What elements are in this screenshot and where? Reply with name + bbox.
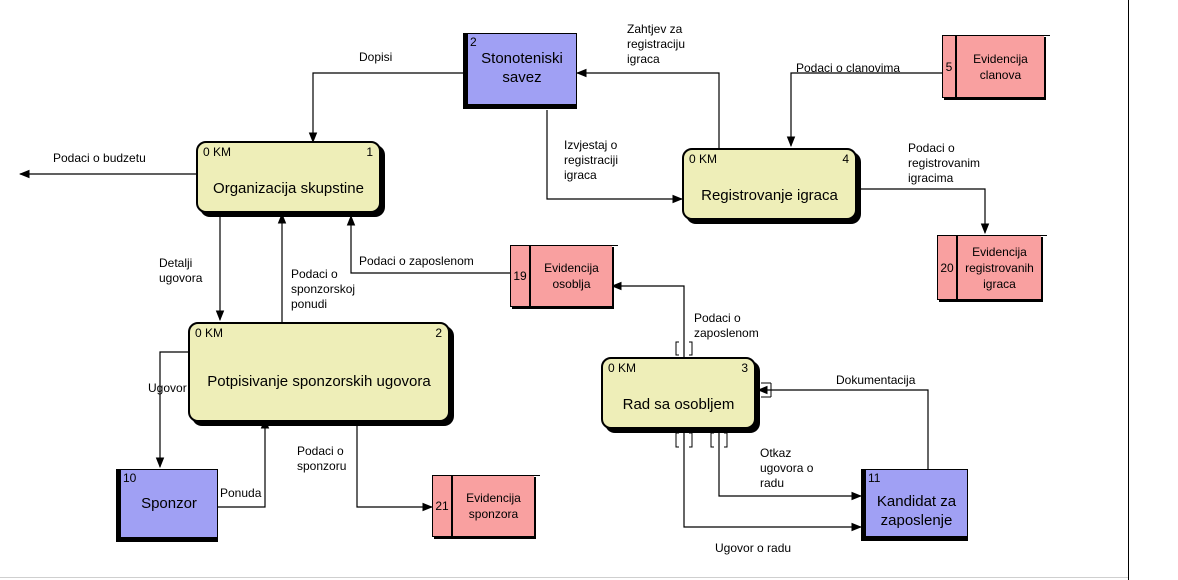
store-number: 5 [943,36,957,97]
process-name: Registrovanje igraca [701,187,838,204]
process-number: 2 [435,326,442,340]
process-name: Organizacija skupstine [213,180,364,197]
entity-number: 2 [470,35,477,49]
entity-kandidat-za-zaposlenje[interactable]: 11 Kandidat za zaposlenje [861,469,968,541]
process-id: 0 KM [203,145,232,159]
process-number: 1 [366,145,373,159]
flow-label-izvjestaj: Izvjestaj o registraciji igraca [564,138,619,182]
flow-line-clanovi[interactable] [786,72,944,148]
process-number: 4 [842,152,849,166]
process-organizacija-skupstine[interactable]: 0 KM 1 Organizacija skupstine [196,141,381,213]
store-number: 20 [938,236,958,299]
process-id: 0 KM [608,361,637,375]
process-number: 3 [741,361,748,375]
flow-line-izvjestaj[interactable] [546,110,684,204]
store-evidencija-registrovanih-igraca[interactable]: 20 Evidencija registrovanih igraca [937,235,1047,300]
store-evidencija-clanova[interactable]: 5 Evidencija clanova [942,35,1050,98]
flow-label-registrovani: Podaci o registrovanim igracima [908,141,981,185]
entity-name-line: Sponzor [141,495,197,512]
store-number: 19 [511,246,531,306]
process-potpisivanje-sponzorskih-ugovora[interactable]: 0 KM 2 Potpisivanje sponzorskih ugovora [188,322,450,422]
page-right-border [1128,0,1129,580]
process-name: Rad sa osobljem [622,396,735,413]
store-evidencija-osoblja[interactable]: 19 Evidencija osoblja [510,245,618,307]
store-name-line: registrovanih [965,260,1034,275]
flow-label-zaposlenom1: Podaci o zaposlenom [359,254,474,268]
store-name-line: sponzora [468,507,519,521]
flow-label-ponudi: Podaci o sponzorskoj ponudi [291,267,356,311]
flow-line-otkaz[interactable] [718,431,863,501]
flow-label-zaposlenom2: Podaci o zaposlenom [694,311,759,340]
store-name-line: clanova [979,67,1022,82]
entity-name-line: savez [502,69,542,86]
process-registrovanje-igraca[interactable]: 0 KM 4 Registrovanje igraca [682,148,857,220]
flow-label-ponuda: Ponuda [220,486,262,500]
flow-label-budzet: Podaci o budzetu [53,151,146,165]
flow-line-dopisi[interactable] [308,72,466,144]
flow-label-clanovi: Podaci o clanovima [796,61,901,75]
flow-label-sponzoru: Podaci o sponzoru [297,444,347,473]
entity-name-line: Kandidat za [876,493,957,510]
store-name-line: igraca [983,276,1016,291]
flow-label-ugovorradu: Ugovor o radu [715,541,792,555]
process-rad-sa-osobljem[interactable]: 0 KM 3 Rad sa osobljem [601,357,756,429]
process-id: 0 KM [195,326,224,340]
flow-label-otkaz: Otkaz ugovora o radu [760,446,814,490]
store-name-line: Evidencija [544,261,599,275]
flow-line-ugovor[interactable] [155,351,190,469]
entity-name-line: Stonoteniski [481,50,563,67]
process-id: 0 KM [689,152,718,166]
entity-name-line: zaposlenje [880,512,953,529]
entity-sponzor[interactable]: 10 Sponzor [116,469,218,542]
store-name-line: Evidencija [973,51,1028,66]
store-evidencija-sponzora[interactable]: 21 Evidencija sponzora [432,475,540,537]
flow-line-dokumentacija[interactable] [756,385,929,469]
store-name-line: Evidencija [466,491,521,505]
entity-number: 10 [123,471,137,485]
store-name-line: Evidencija [972,244,1027,259]
flow-label-dopisi: Dopisi [359,50,393,64]
flow-label-detalji: Detalji ugovora [159,256,203,285]
flow-label-zahtjev: Zahtjev za registraciju igraca [627,22,686,66]
store-number: 21 [433,476,453,536]
flow-line-zaposlenom1[interactable] [346,214,510,274]
entity-stonoteniski-savez[interactable]: 2 Stonoteniski savez [463,33,577,109]
flow-label-dokumentacija: Dokumentacija [836,373,916,387]
flow-line-zahtjev[interactable] [575,68,720,148]
flow-line-ugovorradu[interactable] [683,431,863,532]
flow-label-ugovor: Ugovor [148,381,187,395]
flow-line-registrovani[interactable] [856,188,990,235]
entity-number: 11 [868,471,881,485]
process-name: Potpisivanje sponzorskih ugovora [207,373,431,390]
flow-line-sponzoru[interactable] [356,424,434,512]
flow-line-zaposlenom2[interactable] [610,281,685,357]
page-bottom-border [0,577,1128,578]
flow-line-ponuda[interactable] [218,417,270,508]
store-name-line: osoblja [552,277,591,291]
